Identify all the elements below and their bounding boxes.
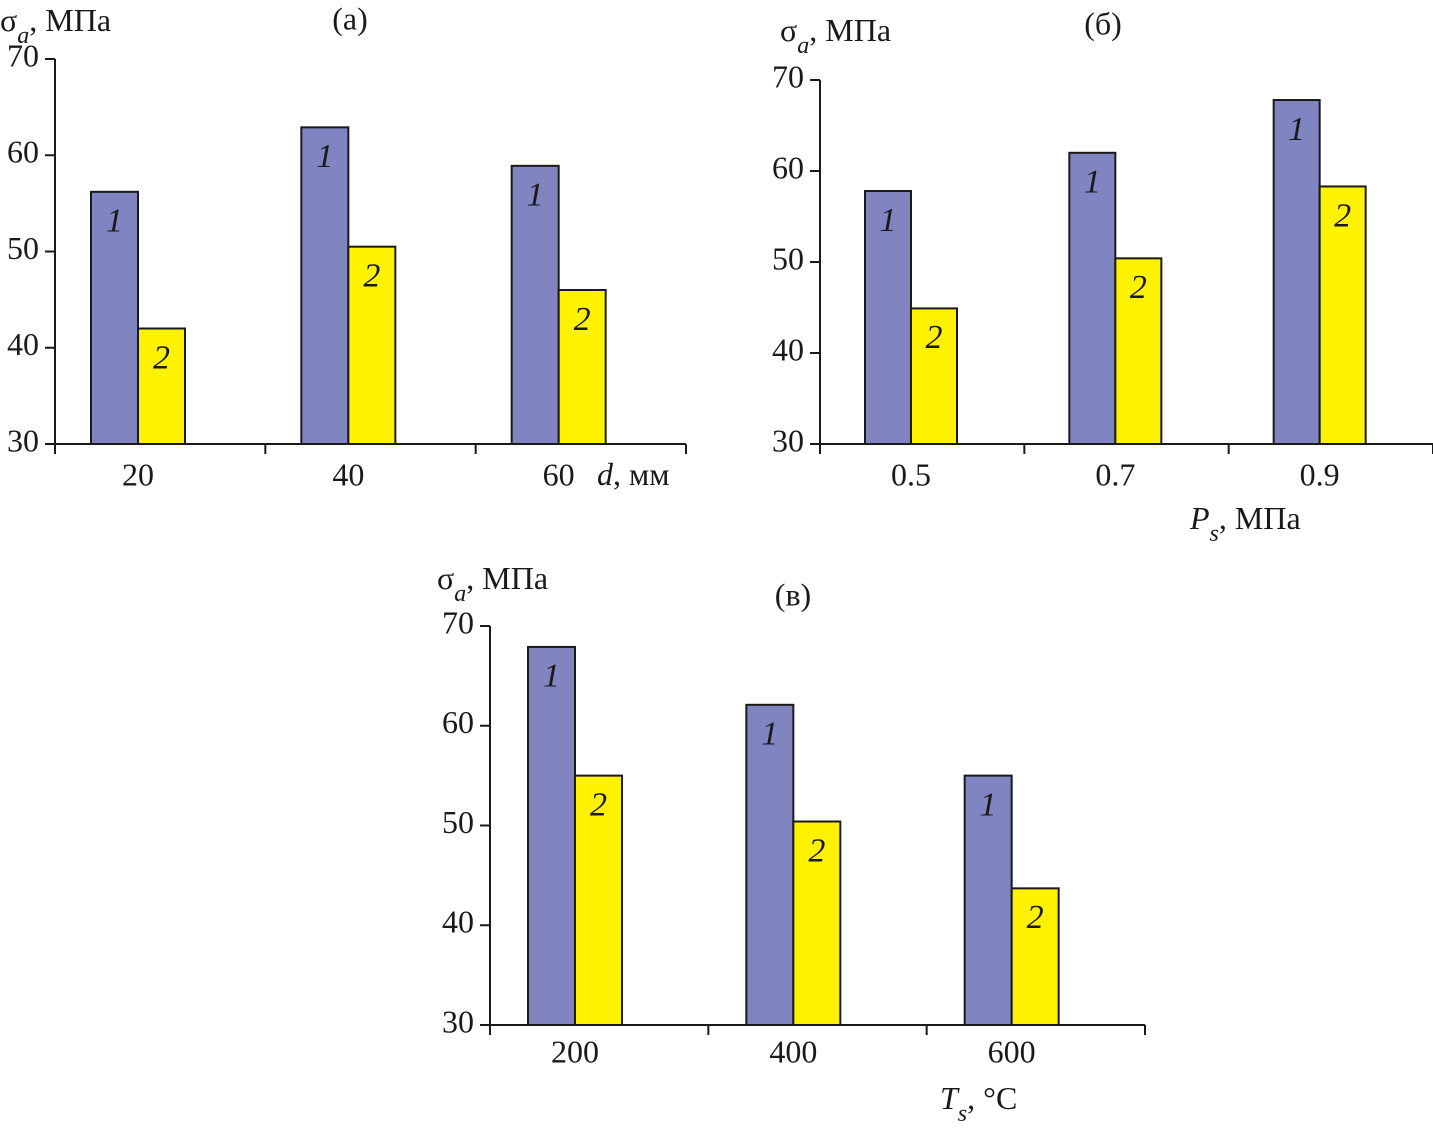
bar [347,245,397,445]
y-tick-label: 50 [442,804,474,840]
label-run: , мм [613,456,670,492]
y-tick-label: 50 [7,230,39,266]
y-tick-label: 70 [7,37,39,73]
x-tick-label: 0.9 [1300,456,1340,492]
x-tick-label: 0.7 [1095,456,1135,492]
bar-series-label: 1 [880,202,897,239]
bar-series-label: 1 [761,716,778,753]
bar-series-label: 1 [106,203,123,240]
y-tick-label: 30 [442,1003,474,1039]
chart-title: (б) [1084,5,1122,41]
bar-series-label: 2 [926,319,943,356]
y-tick-label: 40 [442,904,474,940]
label-run: , МПа [1219,500,1301,536]
label-run: , МПа [29,2,111,38]
bar [864,190,912,445]
label-run: s [1210,521,1219,547]
y-axis-title: σa, МПа [437,560,548,606]
x-axis-title: Ts, °C [940,1080,1017,1126]
bar-series-label: 1 [527,177,544,214]
y-tick-label: 30 [772,422,804,458]
y-tick-label: 40 [7,326,39,362]
bar-series-label: 2 [808,832,825,869]
y-tick-label: 60 [7,134,39,170]
bar-series-label: 1 [316,138,333,175]
y-tick-label: 70 [442,604,474,640]
label-run: a [17,23,29,49]
bar [792,820,842,1027]
x-tick-label: 600 [988,1033,1036,1069]
y-tick-label: 50 [772,240,804,276]
bar-series-label: 1 [1288,111,1305,148]
label-run: s [958,1101,967,1127]
x-tick-label: 60 [543,456,575,492]
bar [1068,151,1117,446]
bar [527,645,576,1026]
bar-series-label: 2 [1130,269,1147,306]
y-tick-label: 60 [772,149,804,185]
bar-series-label: 2 [1027,899,1044,936]
label-run: a [454,581,466,607]
bar [90,190,139,445]
bar [963,774,1013,1026]
bar-series-label: 1 [980,786,997,823]
y-tick-label: 40 [772,331,804,367]
bar [1272,99,1321,446]
x-tick-label: 0.5 [891,456,931,492]
label-run: d [597,456,614,492]
bar [1010,887,1060,1027]
x-tick-label: 20 [122,456,154,492]
x-axis-title: d, мм [597,456,670,492]
x-tick-label: 400 [769,1033,817,1069]
bar-series-label: 2 [363,257,380,294]
bar [510,164,560,445]
y-tick-label: 60 [442,704,474,740]
chart-title: (a) [332,0,368,36]
label-run: σ [780,12,797,48]
label-run: T [940,1080,960,1116]
bar-series-label: 2 [153,339,170,376]
x-axis-title: Ps, МПа [1189,500,1301,546]
y-tick-label: 70 [772,58,804,94]
label-run: , МПа [809,12,891,48]
bar [574,774,623,1026]
y-axis-title: σa, МПа [0,2,111,48]
bar-series-label: 2 [590,786,607,823]
label-run: , °C [967,1080,1017,1116]
chart-title: (в) [775,576,811,612]
label-run: a [797,33,809,59]
y-axis-title: σa, МПа [780,12,891,58]
bar-series-label: 1 [543,658,560,695]
bar [745,703,795,1026]
bar-series-label: 2 [574,301,591,338]
x-tick-label: 40 [332,456,364,492]
bar [300,126,350,446]
x-tick-label: 200 [551,1033,599,1069]
bar [1318,185,1367,445]
bar-series-label: 2 [1334,197,1351,234]
y-tick-label: 30 [7,422,39,458]
label-run: σ [437,560,454,596]
bar [910,307,958,445]
bar [557,289,607,445]
bar [137,327,186,445]
label-run: σ [0,2,17,38]
bar-series-label: 1 [1084,164,1101,201]
label-run: P [1189,500,1210,536]
bar [1114,257,1163,445]
label-run: , МПа [466,560,548,596]
